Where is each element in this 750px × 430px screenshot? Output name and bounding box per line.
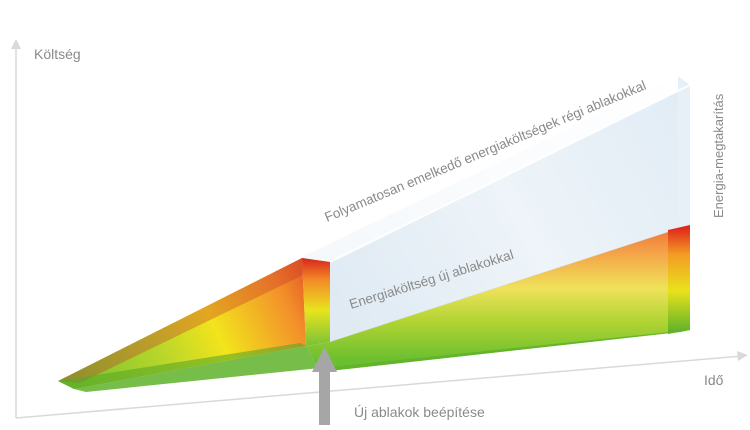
new-cost-band-end [668, 225, 690, 334]
installation-face [302, 258, 330, 346]
y-axis-label: Költség [34, 46, 81, 62]
savings-label: Energia-megtakarítás [711, 93, 726, 218]
new-cost-band [74, 225, 690, 392]
axes: Költség Idő [11, 39, 748, 419]
x-axis-label: Idő [704, 372, 724, 388]
installation-arrow [312, 347, 337, 425]
glass-front-face [330, 85, 690, 342]
old-cost-wedge [58, 258, 330, 389]
old-cost-wedge-top [58, 258, 330, 383]
new-cost-band-face [306, 225, 690, 372]
installation-label: Új ablakok beépítése [354, 404, 485, 420]
installation-arrow-shaft [319, 370, 330, 425]
glass-right-edge [678, 76, 690, 230]
new-cost-band-bottom [74, 330, 690, 392]
x-axis-arrowhead [737, 351, 748, 361]
x-axis-line [15, 355, 743, 419]
installation-arrow-head [312, 347, 337, 372]
y-axis-arrowhead [11, 39, 21, 49]
glass-top-face [300, 76, 690, 262]
